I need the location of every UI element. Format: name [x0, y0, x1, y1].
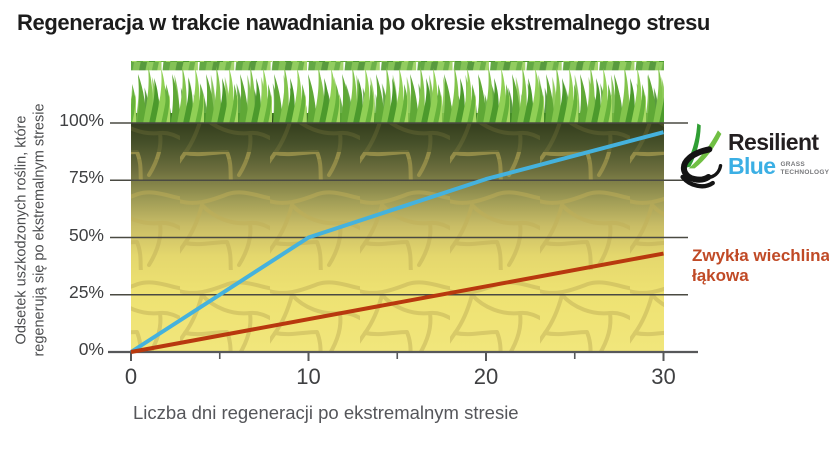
- xtick-label: 10: [296, 364, 321, 389]
- logo-tagline-line2: TECHNOLOGY: [780, 168, 829, 176]
- competitor-label: Zwykła wiechlina łąkowa: [692, 246, 829, 285]
- chart-title: Regeneracja w trakcie nawadniania po okr…: [17, 10, 710, 35]
- ytick-label: 50%: [68, 224, 104, 245]
- logo-text: Resilient Blue GRASS TECHNOLOGY: [728, 130, 829, 178]
- ytick-label: 25%: [68, 281, 104, 302]
- xtick-label: 20: [473, 364, 499, 389]
- resilient-blue-line: [129, 130, 665, 354]
- logo-name-top: Resilient: [728, 129, 819, 155]
- resilient-blue-logo: Resilient Blue GRASS TECHNOLOGY: [680, 112, 829, 208]
- grass-swoosh-icon: [680, 123, 723, 189]
- ytick-label: 100%: [59, 110, 104, 130]
- ytick-label: 0%: [78, 339, 104, 359]
- ytick-label: 75%: [68, 167, 104, 188]
- xtick-label: 0: [124, 364, 138, 389]
- competitor-line: [130, 251, 664, 354]
- x-axis-title: Liczba dni regeneracji po ekstremalnym s…: [133, 402, 519, 423]
- y-axis-title-line1: Odsetek uszkodzonych roślin, które: [13, 115, 30, 345]
- logo-name-bottom: Blue: [728, 153, 776, 179]
- logo-tagline: GRASS TECHNOLOGY: [780, 161, 829, 176]
- grass-band: [131, 61, 664, 123]
- xtick-label: 30: [651, 364, 676, 389]
- logo-tagline-line1: GRASS: [780, 161, 806, 168]
